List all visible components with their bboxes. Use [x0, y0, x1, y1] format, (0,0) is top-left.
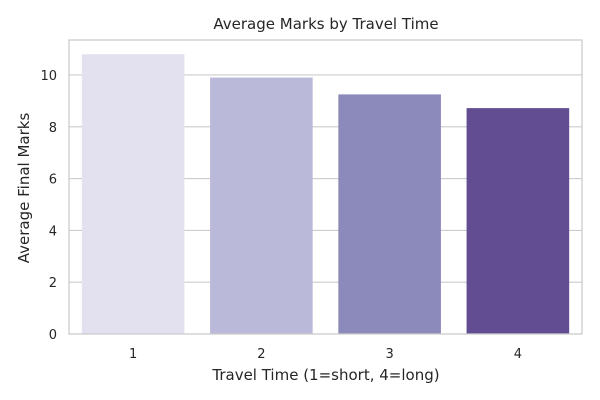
- y-tick-labels: 0 2 4 6 8 10: [40, 69, 57, 343]
- chart-title: Average Marks by Travel Time: [213, 15, 438, 33]
- plot-frame: [68, 39, 583, 335]
- bars: [81, 54, 570, 334]
- x-tick-label: 3: [385, 347, 393, 362]
- x-tick-label: 1: [129, 347, 137, 362]
- x-tick-label: 2: [257, 347, 265, 362]
- x-axis-label: Travel Time (1=short, 4=long): [211, 366, 439, 384]
- bar-3: [338, 94, 441, 334]
- y-axis-label: Average Final Marks: [15, 113, 33, 264]
- x-tick-label: 4: [514, 347, 522, 362]
- bar-2: [210, 77, 313, 334]
- bar-1: [81, 54, 185, 334]
- bar-4: [466, 108, 570, 334]
- y-tick-label: 8: [49, 121, 57, 136]
- y-tick-label: 10: [40, 69, 57, 84]
- y-tick-label: 4: [49, 224, 57, 239]
- x-tick-labels: 1 2 3 4: [129, 347, 522, 362]
- y-tick-label: 0: [49, 328, 57, 343]
- y-tick-label: 2: [49, 276, 57, 291]
- y-tick-label: 6: [49, 173, 57, 188]
